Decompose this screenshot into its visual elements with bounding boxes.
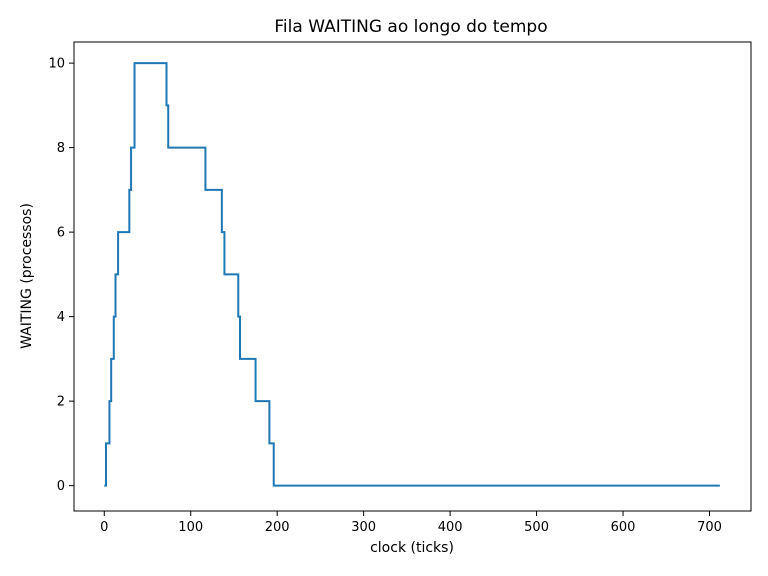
y-axis-label: WAITING (processos) [19,203,35,349]
x-tick-label: 400 [438,520,463,535]
x-axis: 0 100 200 300 400 500 600 700 [100,511,722,535]
series-line [104,62,720,487]
y-tick-label: 2 [57,395,65,410]
x-tick-label: 300 [351,520,376,535]
chart-title: Fila WAITING ao longo do tempo [274,17,547,37]
x-tick-label: 0 [100,520,108,535]
x-tick-label: 700 [697,520,722,535]
y-tick-label: 10 [48,57,65,72]
x-tick-label: 200 [265,520,290,535]
x-tick-label: 500 [524,520,549,535]
y-tick-label: 0 [57,479,65,494]
plot-area [104,62,720,487]
x-tick-label: 600 [611,520,636,535]
y-tick-label: 8 [57,141,65,156]
axes-frame [73,41,752,512]
x-tick-label: 100 [178,520,203,535]
x-axis-label: clock (ticks) [370,540,454,556]
y-tick-label: 4 [57,310,65,325]
y-axis: 0 2 4 6 8 10 [48,57,74,494]
y-tick-label: 6 [57,226,65,241]
